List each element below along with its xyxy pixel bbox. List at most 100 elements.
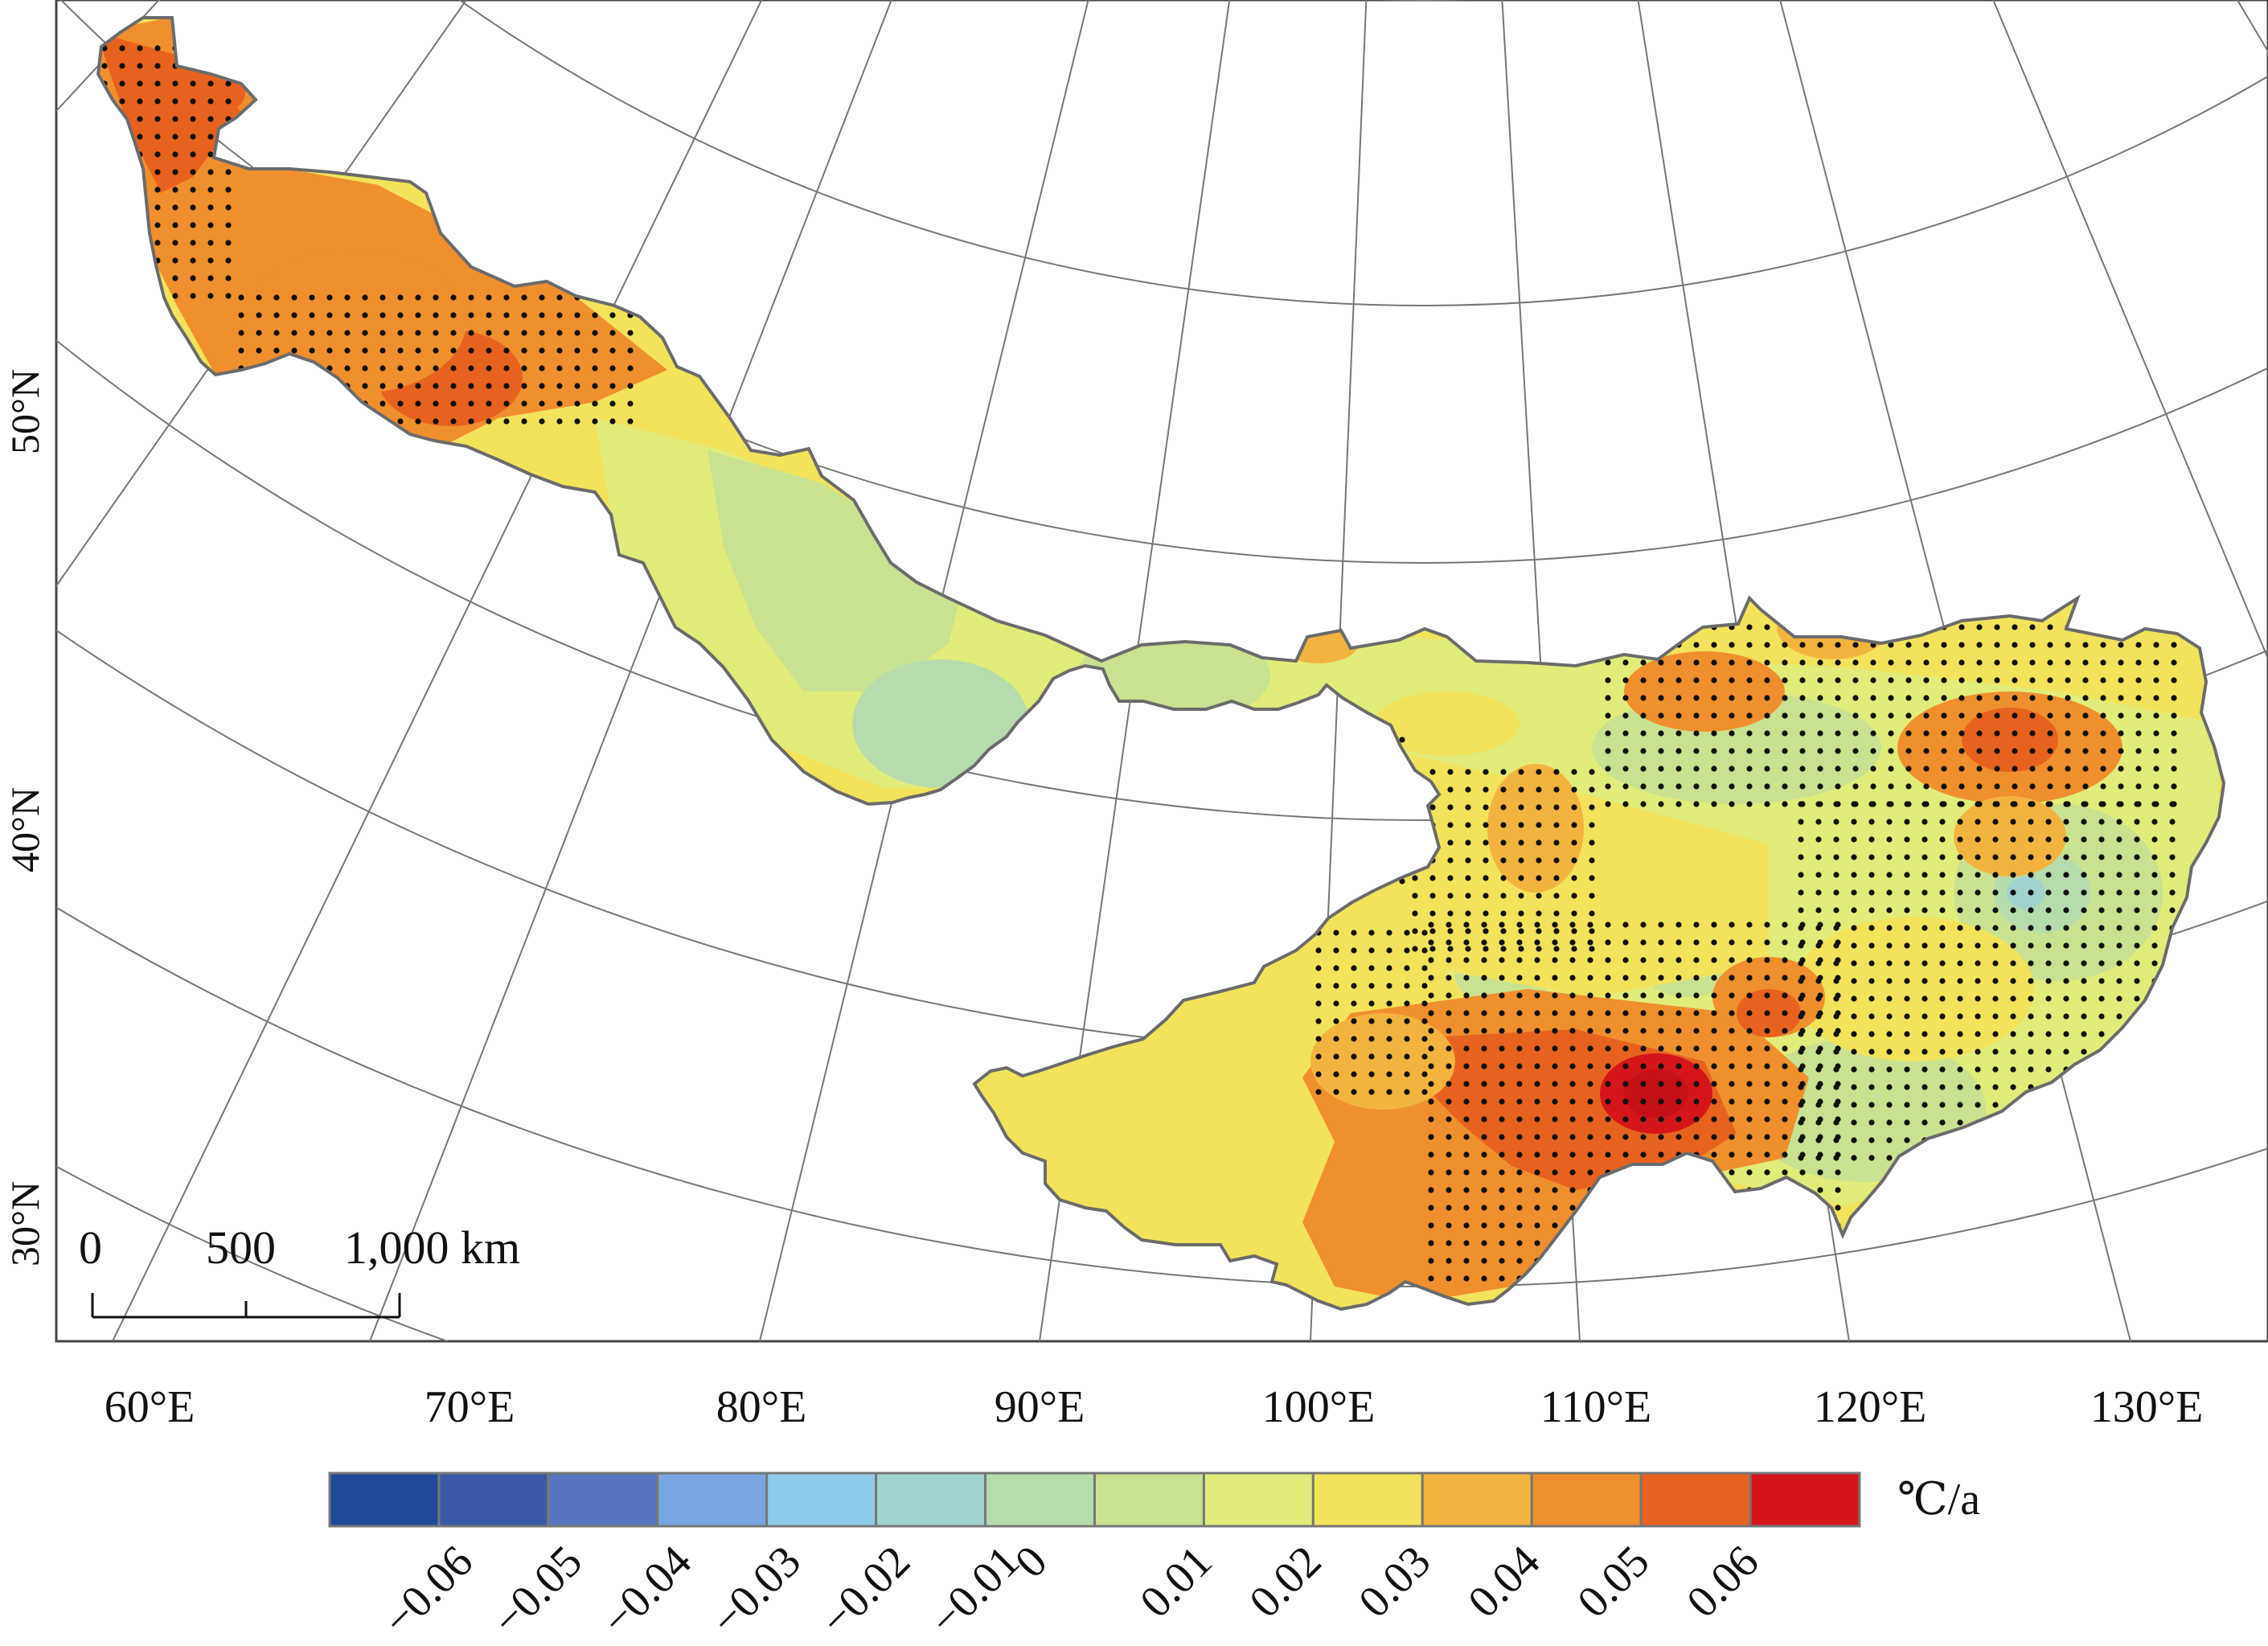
significance-dot	[2081, 942, 2087, 949]
significance-dot	[1552, 1134, 1558, 1140]
significance-dot	[1553, 946, 1560, 952]
significance-dot	[1886, 872, 1893, 878]
significance-dot	[1693, 677, 1700, 683]
significance-dot	[1817, 1187, 1823, 1193]
significance-dot	[1640, 783, 1647, 790]
significance-dot	[1868, 942, 1875, 949]
significance-dot	[1404, 1000, 1410, 1007]
significance-dot	[1711, 1063, 1717, 1069]
significance-dot	[2116, 907, 2122, 913]
significance-dot	[2012, 730, 2018, 737]
significance-dot	[1957, 889, 1963, 896]
significance-dot	[1746, 1028, 1753, 1034]
significance-dot	[1994, 766, 2000, 772]
significance-dot	[1994, 783, 2000, 790]
significance-dot	[2045, 907, 2052, 913]
zone-light-orange-ne	[1954, 796, 2066, 876]
significance-dot	[2118, 677, 2124, 683]
significance-dot	[1675, 748, 1682, 754]
significance-dot	[1799, 712, 1806, 719]
significance-dot	[1481, 992, 1487, 999]
significance-dot	[291, 312, 297, 318]
significance-dot	[415, 365, 421, 371]
significance-dot	[1465, 928, 1471, 934]
significance-dot	[1921, 1013, 1928, 1020]
significance-dot	[1798, 978, 1804, 984]
significance-dot	[2116, 942, 2122, 949]
significance-dot	[1534, 939, 1540, 946]
significance-dot	[1315, 1071, 1322, 1077]
significance-dot	[2028, 1066, 2034, 1073]
significance-dot	[1904, 1013, 1910, 1020]
significance-dot	[1518, 839, 1524, 846]
significance-dot	[1534, 1205, 1540, 1211]
significance-dot	[2045, 960, 2052, 967]
significance-dot	[2153, 659, 2159, 666]
significance-dot	[1888, 695, 1894, 701]
significance-dot	[1729, 992, 1735, 999]
significance-dot	[1958, 659, 1965, 666]
significance-dot	[433, 294, 439, 301]
significance-dot	[1815, 836, 1822, 843]
significance-dot	[2134, 889, 2140, 896]
significance-dot	[1589, 946, 1595, 952]
significance-dot	[101, 63, 108, 69]
significance-dot	[2118, 712, 2124, 719]
significance-dot	[1851, 1137, 1857, 1143]
significance-dot	[256, 294, 262, 301]
significance-dot	[1941, 748, 1947, 754]
significance-dot	[1605, 922, 1611, 928]
significance-dot	[1886, 907, 1893, 913]
significance-dot	[1851, 1049, 1857, 1055]
significance-dot	[2153, 695, 2159, 701]
significance-dot	[1675, 659, 1682, 666]
significance-dot	[2134, 925, 2140, 931]
significance-dot	[1640, 1134, 1647, 1140]
significance-dot	[379, 347, 386, 354]
significance-dot	[1764, 766, 1770, 772]
significance-dot	[2098, 978, 2105, 984]
significance-dot	[1746, 730, 1753, 737]
significance-dot	[450, 294, 457, 301]
significance-dot	[1386, 947, 1392, 954]
significance-dot	[486, 347, 492, 354]
significance-dot	[2065, 766, 2071, 772]
significance-dot	[2100, 659, 2106, 666]
significance-dot	[1992, 1102, 1999, 1108]
significance-dot	[2082, 748, 2089, 754]
significance-dot	[2012, 642, 2018, 648]
significance-dot	[2116, 1013, 2122, 1020]
significance-dot	[1446, 939, 1452, 946]
significance-dot	[1622, 801, 1629, 807]
significance-dot	[1465, 857, 1471, 864]
significance-dot	[1868, 801, 1875, 807]
significance-dot	[1729, 1116, 1735, 1123]
significance-dot	[1941, 677, 1947, 683]
significance-dot	[1368, 1089, 1375, 1095]
significance-dot	[1992, 1013, 1999, 1020]
lat-label-40n: 40°N	[2, 786, 47, 872]
significance-dot	[1886, 1049, 1893, 1055]
significance-dot	[574, 418, 580, 425]
significance-dot	[1315, 1089, 1322, 1095]
significance-dot	[1499, 1134, 1505, 1140]
significance-dot	[609, 400, 616, 407]
significance-dot	[1605, 783, 1611, 790]
significance-dot	[1499, 1098, 1505, 1105]
significance-dot	[1447, 769, 1454, 775]
significance-dot	[1958, 624, 1965, 630]
significance-dot	[1868, 872, 1875, 878]
significance-dot	[2151, 960, 2158, 967]
significance-dot	[1782, 659, 1788, 666]
significance-dot	[1957, 1119, 1963, 1126]
significance-dot	[2118, 748, 2124, 754]
significance-dot	[1958, 677, 1965, 683]
significance-dot	[1833, 872, 1839, 878]
significance-dot	[1675, 992, 1682, 999]
significance-dot	[1622, 992, 1629, 999]
significance-dot	[556, 365, 563, 371]
longitude-line	[1310, 0, 1368, 1341]
significance-dot	[1817, 730, 1823, 737]
significance-dot	[2029, 783, 2036, 790]
significance-dot	[2151, 907, 2158, 913]
